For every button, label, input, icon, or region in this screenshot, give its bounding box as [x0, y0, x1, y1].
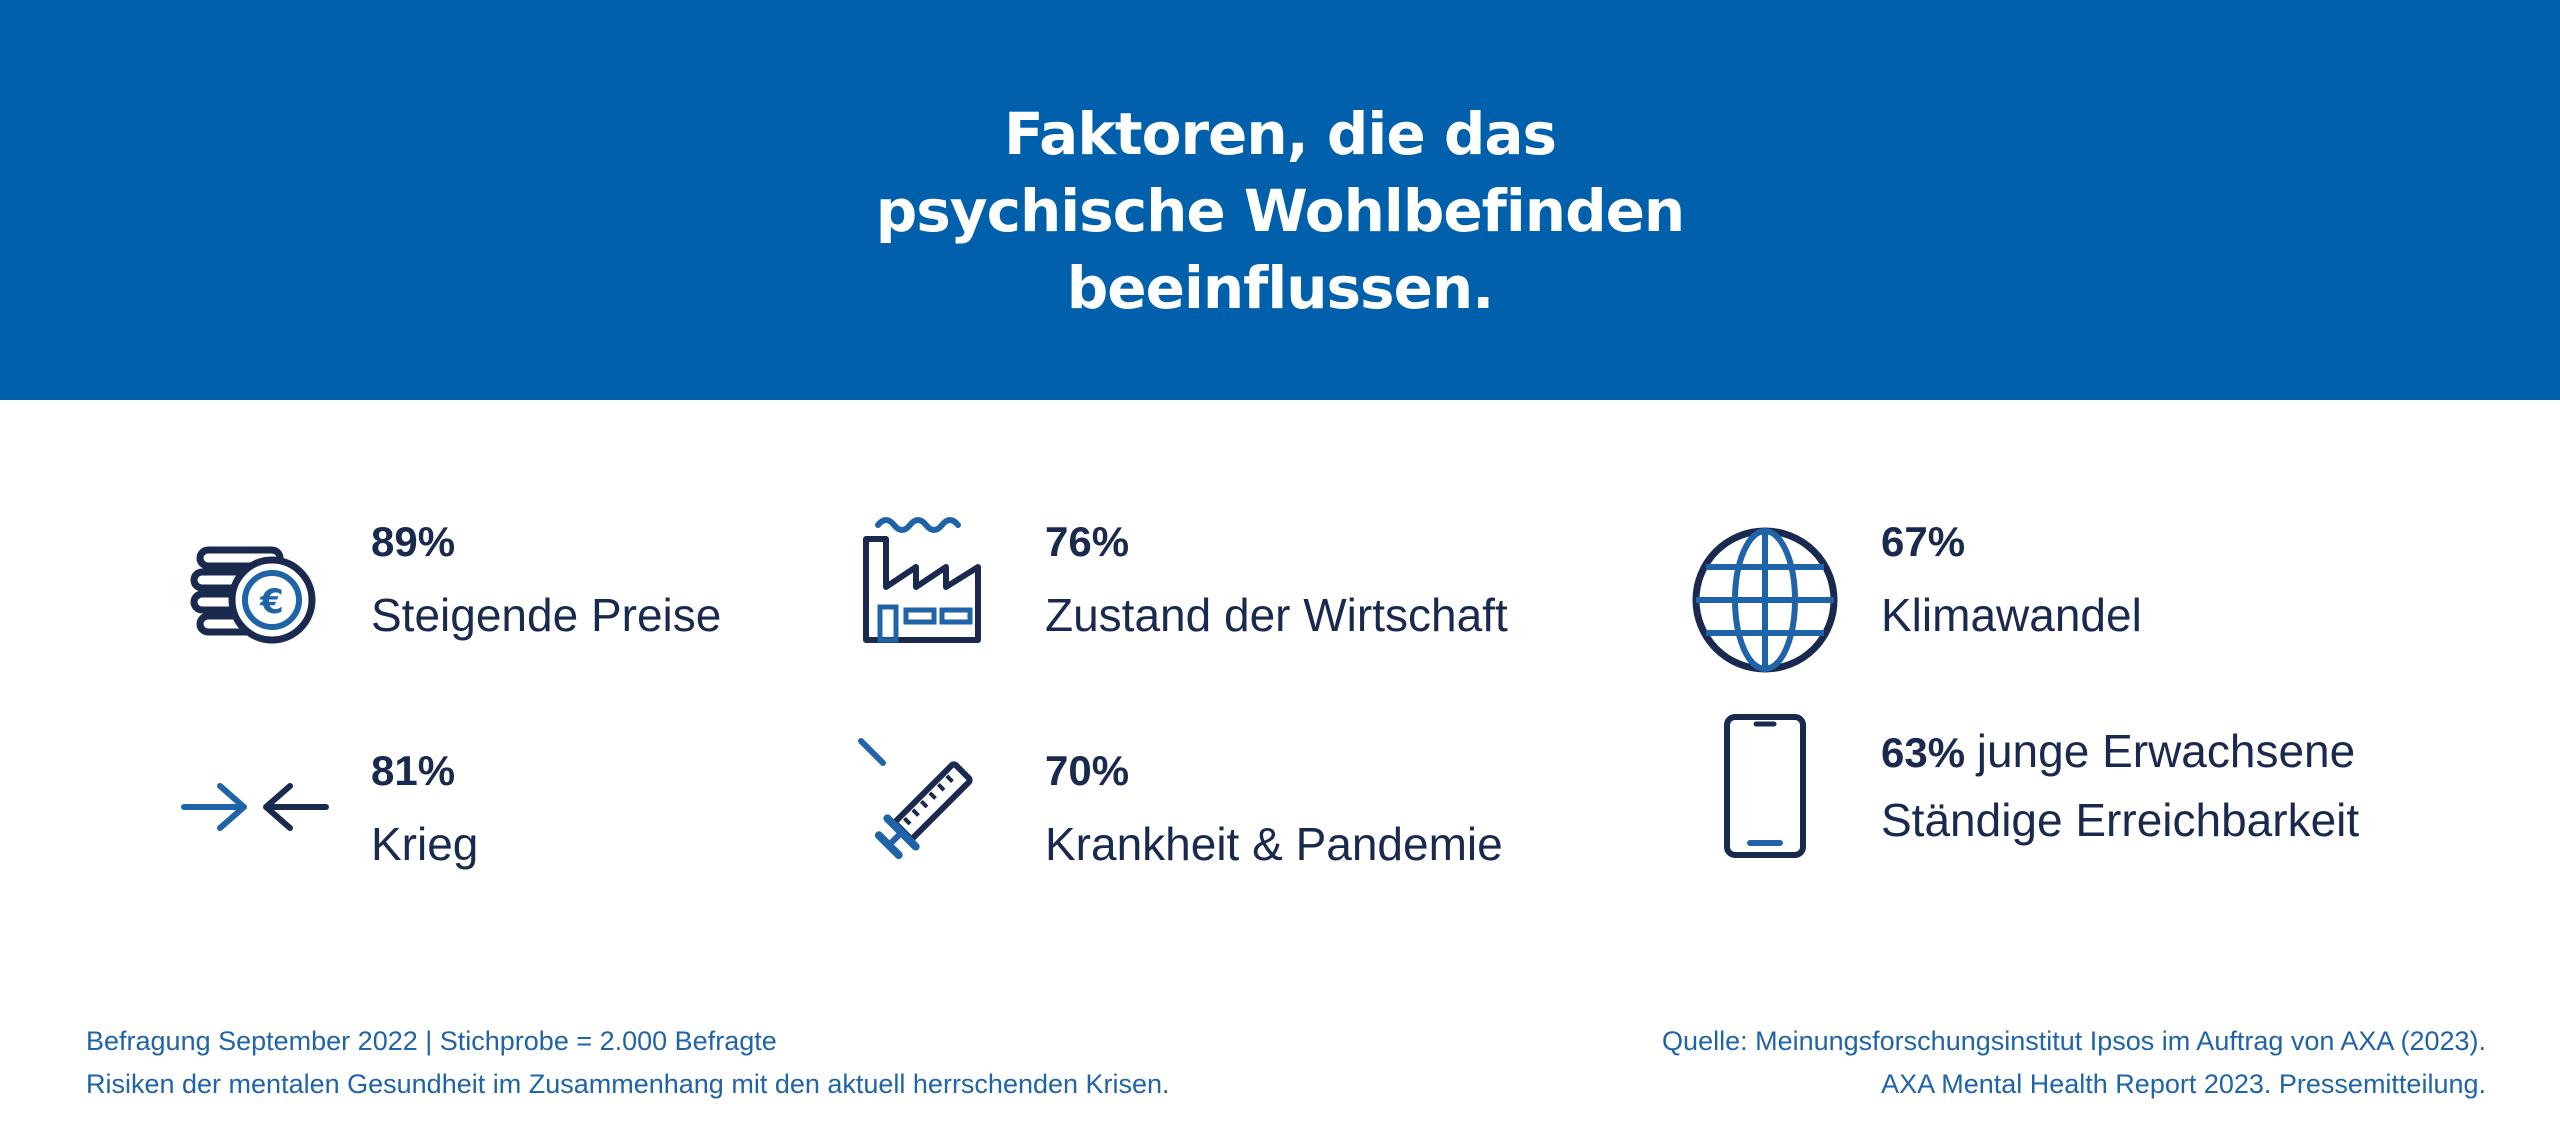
- stat-label: Krankheit & Pandemie: [1045, 818, 1503, 870]
- stat-percent: 70%: [1045, 747, 1130, 794]
- globe-icon: [1692, 527, 1838, 673]
- stat-label: Klimawandel: [1881, 589, 2142, 641]
- euro-coins-icon: €: [190, 546, 316, 644]
- page-title: Faktoren, die das psychische Wohlbefinde…: [0, 96, 2560, 327]
- title-line-3: beeinflussen.: [1066, 254, 1494, 322]
- stat-percent: 89%: [371, 518, 456, 565]
- footer-left-line-1: Befragung September 2022 | Stichprobe = …: [86, 1026, 777, 1056]
- factory-icon: [863, 517, 981, 643]
- title-line-1: Faktoren, die das: [1003, 100, 1557, 168]
- footer-right-line-1: Quelle: Meinungsforschungsinstitut Ipsos…: [1662, 1026, 2486, 1056]
- syringe-icon: [858, 738, 973, 860]
- arrows-converging-icon: [181, 783, 329, 831]
- stat-label: Ständige Erreichbarkeit: [1881, 794, 2360, 846]
- stat-percent: 67%: [1881, 518, 1966, 565]
- footer-left-line-2: Risiken der mentalen Gesundheit im Zusam…: [86, 1069, 1170, 1099]
- header-banner: [0, 0, 2560, 400]
- stat-label: Steigende Preise: [371, 589, 722, 641]
- stat-percent: 81%: [371, 747, 456, 794]
- stat-label: Zustand der Wirtschaft: [1045, 589, 1508, 641]
- svg-text:€: €: [259, 582, 284, 622]
- stat-label-inline: junge Erwachsene: [1976, 725, 2356, 777]
- stat-percent-value: 63%: [1881, 729, 1966, 776]
- stat-percent: 76%: [1045, 518, 1130, 565]
- footer-right-line-2: AXA Mental Health Report 2023. Pressemit…: [1881, 1069, 2486, 1099]
- stat-percent: 63% junge Erwachsene: [1881, 723, 2355, 781]
- stat-label: Krieg: [371, 818, 479, 870]
- title-line-2: psychische Wohlbefinden: [875, 177, 1685, 245]
- smartphone-icon: [1724, 714, 1806, 858]
